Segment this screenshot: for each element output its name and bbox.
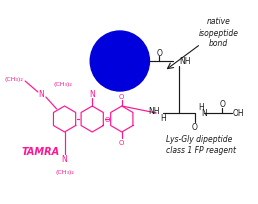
Text: O: O xyxy=(104,116,110,122)
Text: NH: NH xyxy=(179,57,191,66)
Text: O: O xyxy=(220,100,225,109)
Text: H: H xyxy=(160,114,166,123)
Text: class 1 FP reagent: class 1 FP reagent xyxy=(166,146,236,155)
Text: Ub: Ub xyxy=(109,55,130,69)
Text: O: O xyxy=(119,94,125,100)
Text: N: N xyxy=(201,109,206,118)
Text: native: native xyxy=(207,17,230,26)
Text: N: N xyxy=(89,90,95,99)
Text: H: H xyxy=(198,103,204,112)
Text: N: N xyxy=(38,90,44,99)
Text: NH: NH xyxy=(148,107,159,116)
Circle shape xyxy=(90,32,149,92)
Text: O: O xyxy=(192,122,198,131)
Text: TAMRA: TAMRA xyxy=(21,146,59,156)
Text: Lys-Gly dipeptide: Lys-Gly dipeptide xyxy=(166,135,233,144)
Text: O: O xyxy=(156,48,162,57)
Text: isopeptide: isopeptide xyxy=(198,28,239,37)
Text: (CH₃)₂: (CH₃)₂ xyxy=(55,170,74,175)
Text: O: O xyxy=(119,139,125,145)
Text: bond: bond xyxy=(209,39,228,48)
Text: OH: OH xyxy=(232,109,244,118)
Text: (CH₃)₂: (CH₃)₂ xyxy=(4,77,23,82)
Text: (CH₃)₂: (CH₃)₂ xyxy=(54,82,72,87)
Text: N: N xyxy=(62,155,67,164)
